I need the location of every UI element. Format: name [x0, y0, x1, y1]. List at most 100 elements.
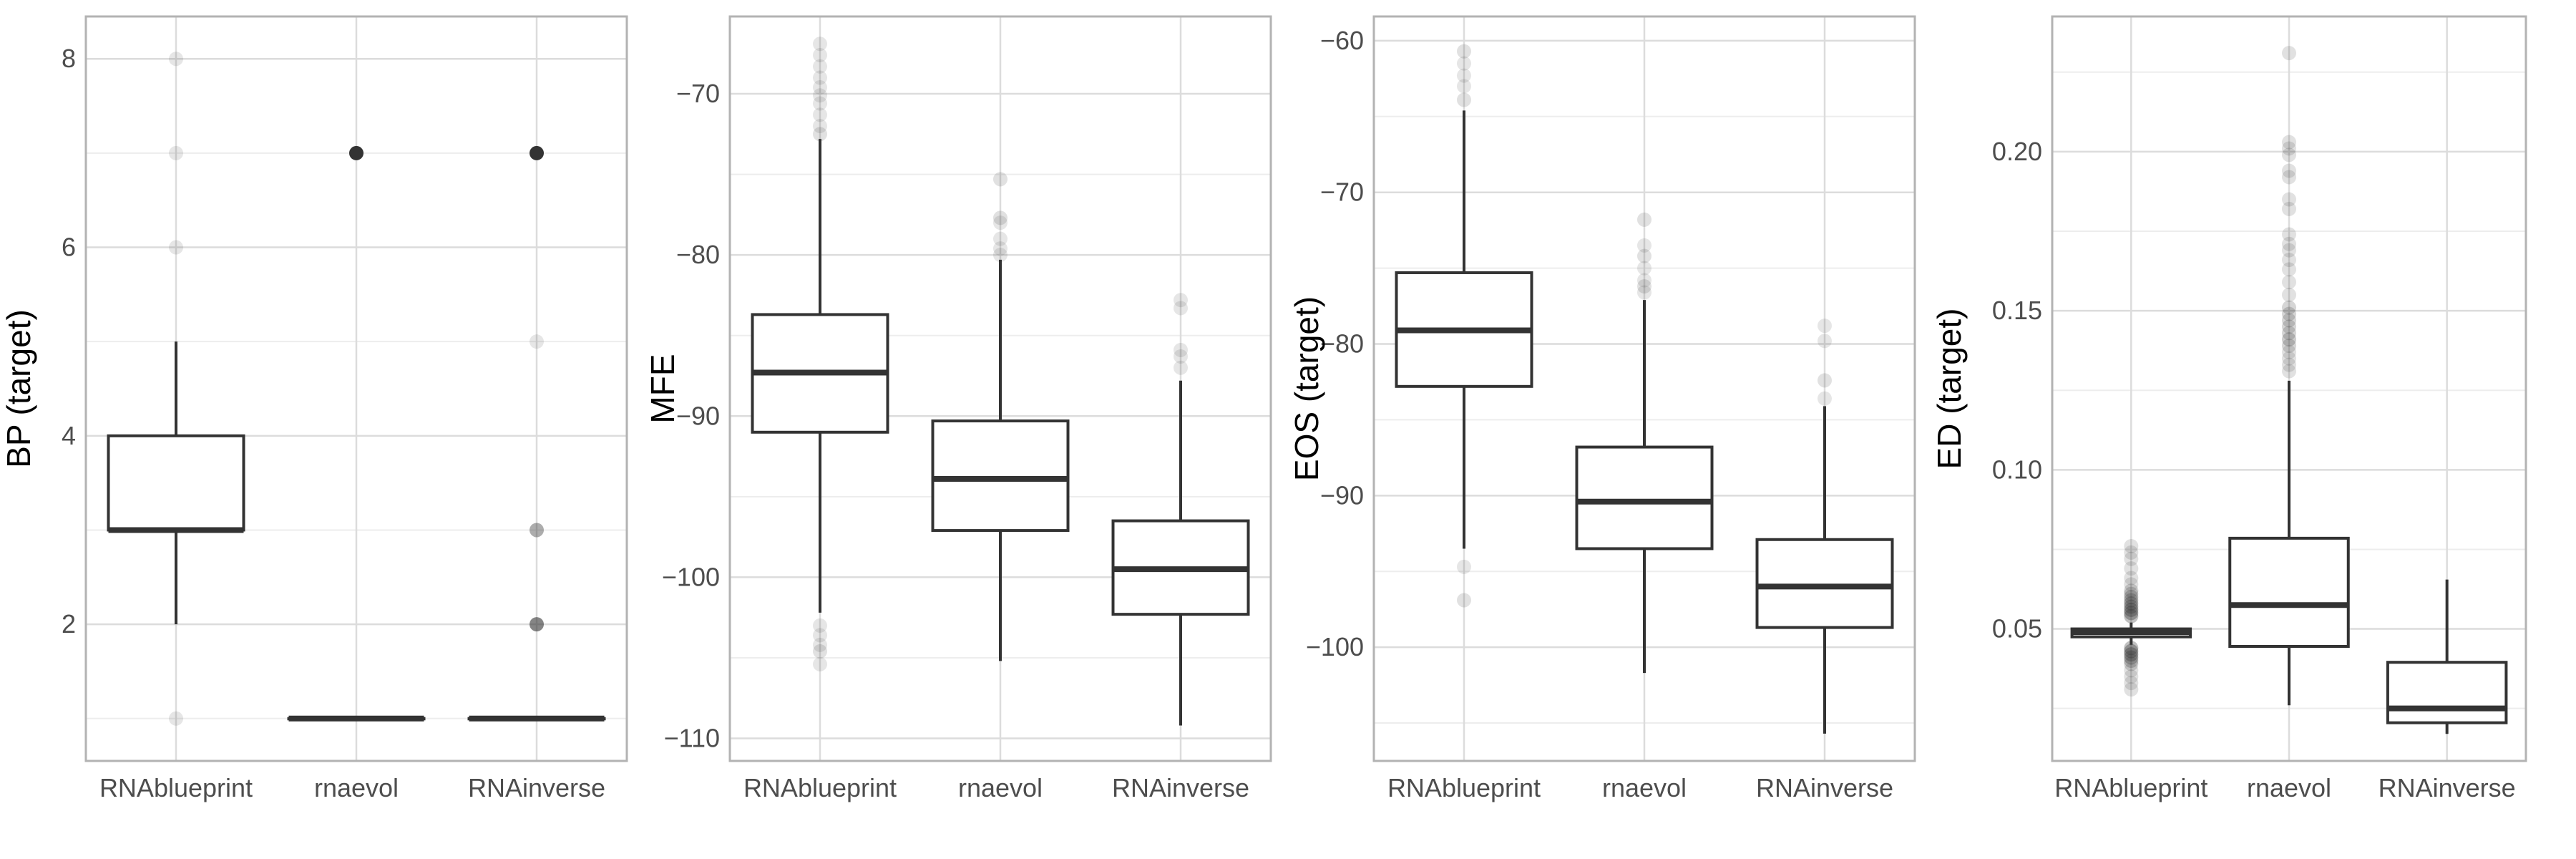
outlier-point	[993, 248, 1008, 263]
outlier-point	[2124, 647, 2139, 662]
outlier-point	[2124, 545, 2139, 560]
outlier-point	[2124, 606, 2139, 621]
outlier-point	[2282, 243, 2296, 258]
outlier-point	[813, 656, 827, 671]
box-iqr	[931, 419, 1070, 533]
panel-mfe: −110 −100 −90 −80 −70 RNAblueprint rnaevol RNAi…	[644, 15, 1272, 802]
outlier-point	[813, 637, 827, 652]
outlier-point	[169, 711, 183, 726]
outlier-point	[2124, 551, 2139, 566]
outlier-point	[2282, 262, 2296, 277]
outlier-point	[169, 145, 183, 160]
outlier-point	[2282, 46, 2296, 61]
x-tick-label: RNAinverse	[468, 773, 605, 802]
outlier-point	[2124, 654, 2139, 668]
outlier-point	[2124, 669, 2139, 684]
outlier-point	[1174, 342, 1188, 357]
outlier-point	[2282, 357, 2296, 372]
outlier-point	[1174, 349, 1188, 364]
outlier-point	[1457, 79, 1471, 94]
outlier-point	[1818, 334, 1832, 349]
outlier-point	[993, 231, 1008, 246]
outlier-point	[1637, 285, 1652, 300]
outlier-point	[2282, 135, 2296, 150]
outlier-point	[1457, 44, 1471, 59]
outlier-point	[2282, 344, 2296, 359]
outlier-point	[2282, 163, 2296, 178]
outlier-point	[1818, 373, 1832, 388]
outlier-point	[2124, 599, 2139, 614]
outlier-point	[1637, 212, 1652, 227]
outlier-point	[2124, 656, 2139, 671]
outlier-point	[813, 628, 827, 643]
outlier-point	[1457, 92, 1471, 107]
outlier-point	[2282, 227, 2296, 242]
outlier-point	[813, 107, 827, 122]
outlier-point	[1637, 279, 1652, 294]
outlier-point	[349, 145, 364, 160]
outlier-point	[2282, 332, 2296, 347]
outlier-point	[2124, 571, 2139, 586]
y-tick-label: −100	[1306, 632, 1364, 661]
box-iqr	[1755, 538, 1894, 629]
outlier-point	[813, 70, 827, 85]
outlier-point	[2282, 170, 2296, 185]
outlier-point	[169, 240, 183, 255]
outlier-point	[2282, 306, 2296, 321]
outlier-point	[2124, 608, 2139, 623]
outlier-point	[2282, 236, 2296, 251]
y-tick-label: 0.05	[1992, 614, 2042, 644]
outlier-point	[1637, 261, 1652, 276]
outlier-point	[2282, 253, 2296, 267]
outlier-point	[2282, 326, 2296, 341]
outlier-point	[2124, 596, 2139, 611]
panel-border	[1372, 15, 1916, 762]
y-tick-label: −90	[1320, 480, 1364, 510]
panel-bp: 2 4 6 8 RNAblueprint rnaevol RNAinverse BP (tar…	[0, 15, 628, 802]
outlier-point	[813, 88, 827, 103]
outlier-point	[2124, 586, 2139, 601]
y-tick-label: −80	[1320, 329, 1364, 359]
y-tick-label: 2	[62, 609, 76, 639]
outlier-point	[1174, 360, 1188, 375]
y-tick-label: 8	[62, 44, 76, 73]
outlier-point	[813, 80, 827, 95]
y-tick-label: −70	[676, 79, 720, 108]
y-tick-label: 0.20	[1992, 137, 2042, 166]
box-iqr	[1575, 445, 1714, 550]
outlier-point	[2124, 650, 2139, 665]
x-tick-label: RNAblueprint	[99, 773, 253, 802]
outlier-point	[2124, 641, 2139, 656]
outlier-point	[2282, 275, 2296, 290]
outlier-point	[2282, 364, 2296, 379]
outlier-point	[2282, 201, 2296, 216]
x-tick-label: rnaevol	[958, 773, 1043, 802]
box-iqr	[2228, 536, 2350, 649]
y-tick-label: −70	[1320, 178, 1364, 207]
y-tick-label: −110	[664, 723, 720, 752]
outlier-point	[2124, 539, 2139, 553]
outlier-point	[813, 644, 827, 659]
outlier-point	[1818, 391, 1832, 406]
outlier-point	[2124, 583, 2139, 598]
y-tick-label: −100	[662, 562, 720, 591]
outlier-point	[813, 48, 827, 63]
outlier-point	[2282, 351, 2296, 366]
outlier-point	[2124, 682, 2139, 697]
panel-border	[84, 15, 628, 762]
y-axis-title: BP (target)	[0, 309, 37, 468]
outlier-point	[530, 334, 544, 349]
outlier-point	[2124, 644, 2139, 659]
outlier-point	[2124, 602, 2139, 617]
outlier-point	[2282, 192, 2296, 207]
x-tick-label: RNAinverse	[2379, 773, 2516, 802]
outlier-point	[2282, 313, 2296, 328]
outlier-point	[530, 523, 544, 538]
panel-eos: −100 −90 −80 −70 −60 RNAblueprint rnaevol RNAin…	[1288, 15, 1916, 802]
outlier-point	[2124, 676, 2139, 691]
panel-border	[728, 15, 1272, 762]
x-tick-label: rnaevol	[1602, 773, 1687, 802]
outlier-point	[2124, 577, 2139, 592]
outlier-point	[813, 37, 827, 52]
outlier-point	[2282, 141, 2296, 156]
